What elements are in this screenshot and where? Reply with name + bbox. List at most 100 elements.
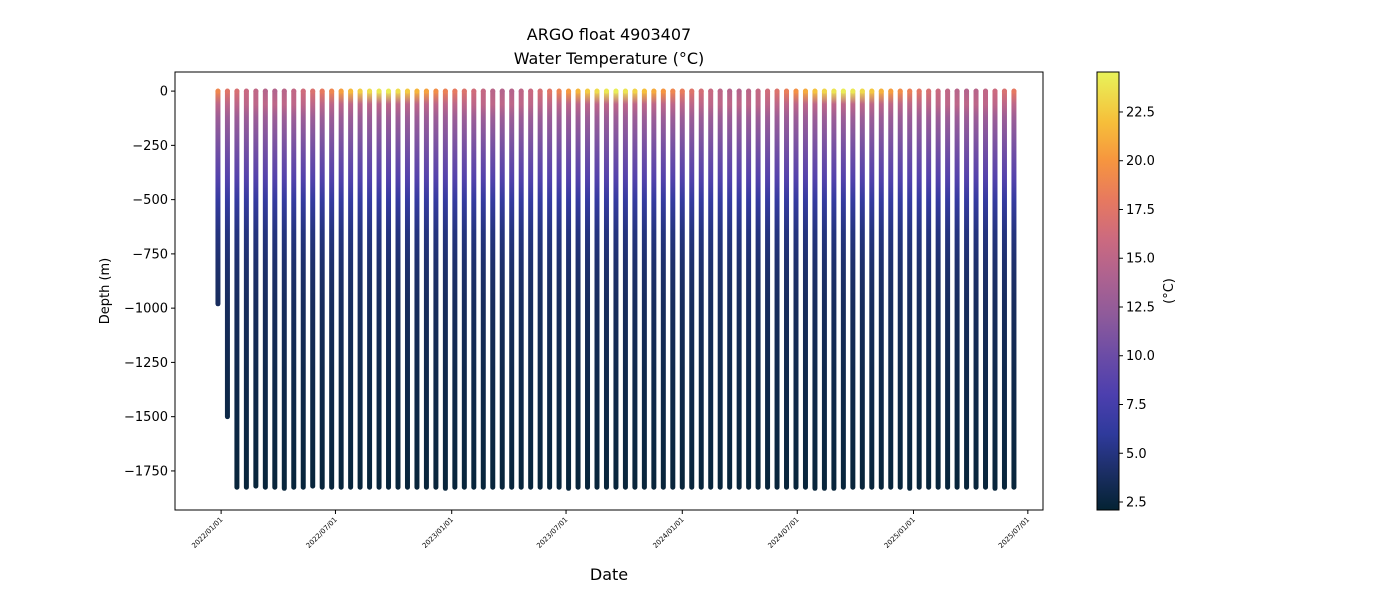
chart-title: ARGO float 4903407 xyxy=(527,25,691,44)
surface-point xyxy=(727,88,733,94)
profile xyxy=(404,88,410,490)
profile xyxy=(821,88,827,491)
surface-point xyxy=(613,88,619,94)
y-tick-label: 0 xyxy=(160,85,168,100)
profile xyxy=(300,88,306,490)
profile xyxy=(518,88,524,490)
profile xyxy=(566,88,572,491)
surface-point xyxy=(376,88,382,94)
profile xyxy=(433,88,439,490)
profile xyxy=(632,88,638,490)
colorbar-tick-label: 12.5 xyxy=(1126,300,1155,315)
surface-point xyxy=(329,88,335,94)
surface-point xyxy=(537,88,543,94)
profile xyxy=(746,88,752,490)
colorbar-tick-label: 5.0 xyxy=(1126,447,1147,462)
profile xyxy=(442,88,448,491)
surface-point xyxy=(414,88,420,94)
profile xyxy=(774,88,780,490)
surface-point xyxy=(784,88,790,94)
surface-point xyxy=(423,88,429,94)
surface-point xyxy=(272,88,278,94)
y-axis-label: Depth (m) xyxy=(98,258,113,325)
surface-point xyxy=(253,88,259,94)
surface-point xyxy=(499,88,505,94)
profile xyxy=(499,88,505,490)
profile xyxy=(603,88,609,490)
surface-point xyxy=(575,88,581,94)
surface-point xyxy=(802,88,808,94)
profile xyxy=(357,88,363,490)
surface-point xyxy=(746,88,752,94)
profile xyxy=(262,88,268,490)
surface-point xyxy=(954,88,960,94)
profile xyxy=(329,88,335,490)
surface-point xyxy=(774,88,780,94)
profile xyxy=(793,88,799,490)
profile xyxy=(755,88,761,490)
profile xyxy=(888,88,894,490)
x-tick-label: 2022/01/01 xyxy=(190,516,224,550)
surface-point xyxy=(793,88,799,94)
profile xyxy=(983,88,989,490)
y-tick-label: −750 xyxy=(132,247,168,262)
y-tick-label: −500 xyxy=(132,193,168,208)
surface-point xyxy=(442,88,448,94)
profile xyxy=(831,88,837,491)
profile xyxy=(594,88,600,490)
x-axis-label: Date xyxy=(590,565,628,584)
surface-point xyxy=(983,88,989,94)
surface-point xyxy=(935,88,941,94)
profile xyxy=(897,88,903,490)
profile xyxy=(641,88,647,490)
surface-point xyxy=(461,88,467,94)
surface-point xyxy=(1001,88,1007,94)
surface-point xyxy=(556,88,562,94)
surface-point xyxy=(357,88,363,94)
profile xyxy=(708,88,714,490)
profile xyxy=(310,88,316,489)
y-tick-label: −250 xyxy=(132,139,168,154)
surface-point xyxy=(480,88,486,94)
surface-point xyxy=(708,88,714,94)
x-tick-label: 2025/07/01 xyxy=(997,516,1031,550)
profile xyxy=(319,88,325,490)
surface-point xyxy=(490,88,496,94)
profile xyxy=(802,88,808,490)
profile xyxy=(348,88,354,490)
surface-point xyxy=(243,88,249,94)
surface-point xyxy=(698,88,704,94)
colorbar-tick-label: 20.0 xyxy=(1126,154,1155,169)
profile xyxy=(926,88,932,490)
profile xyxy=(575,88,581,490)
surface-point xyxy=(281,88,287,94)
surface-point xyxy=(660,88,666,94)
surface-point xyxy=(528,88,534,94)
profile xyxy=(386,88,392,490)
surface-point xyxy=(1011,88,1017,94)
surface-point xyxy=(926,88,932,94)
profile xyxy=(727,88,733,490)
profile xyxy=(1011,88,1017,490)
profile xyxy=(376,88,382,490)
profile xyxy=(992,88,998,491)
profile xyxy=(471,88,477,490)
profile xyxy=(954,88,960,490)
profile xyxy=(869,88,875,490)
profile xyxy=(338,88,344,490)
surface-point xyxy=(386,88,392,94)
profile xyxy=(215,88,221,307)
x-tick-label: 2024/01/01 xyxy=(651,516,685,550)
surface-point xyxy=(291,88,297,94)
colorbar-tick-label: 17.5 xyxy=(1126,203,1155,218)
surface-point xyxy=(348,88,354,94)
surface-point xyxy=(234,88,240,94)
surface-point xyxy=(859,88,865,94)
x-tick-label: 2022/07/01 xyxy=(305,516,339,550)
surface-point xyxy=(973,88,979,94)
surface-point xyxy=(518,88,524,94)
surface-point xyxy=(338,88,344,94)
profile xyxy=(784,88,790,490)
surface-point xyxy=(945,88,951,94)
